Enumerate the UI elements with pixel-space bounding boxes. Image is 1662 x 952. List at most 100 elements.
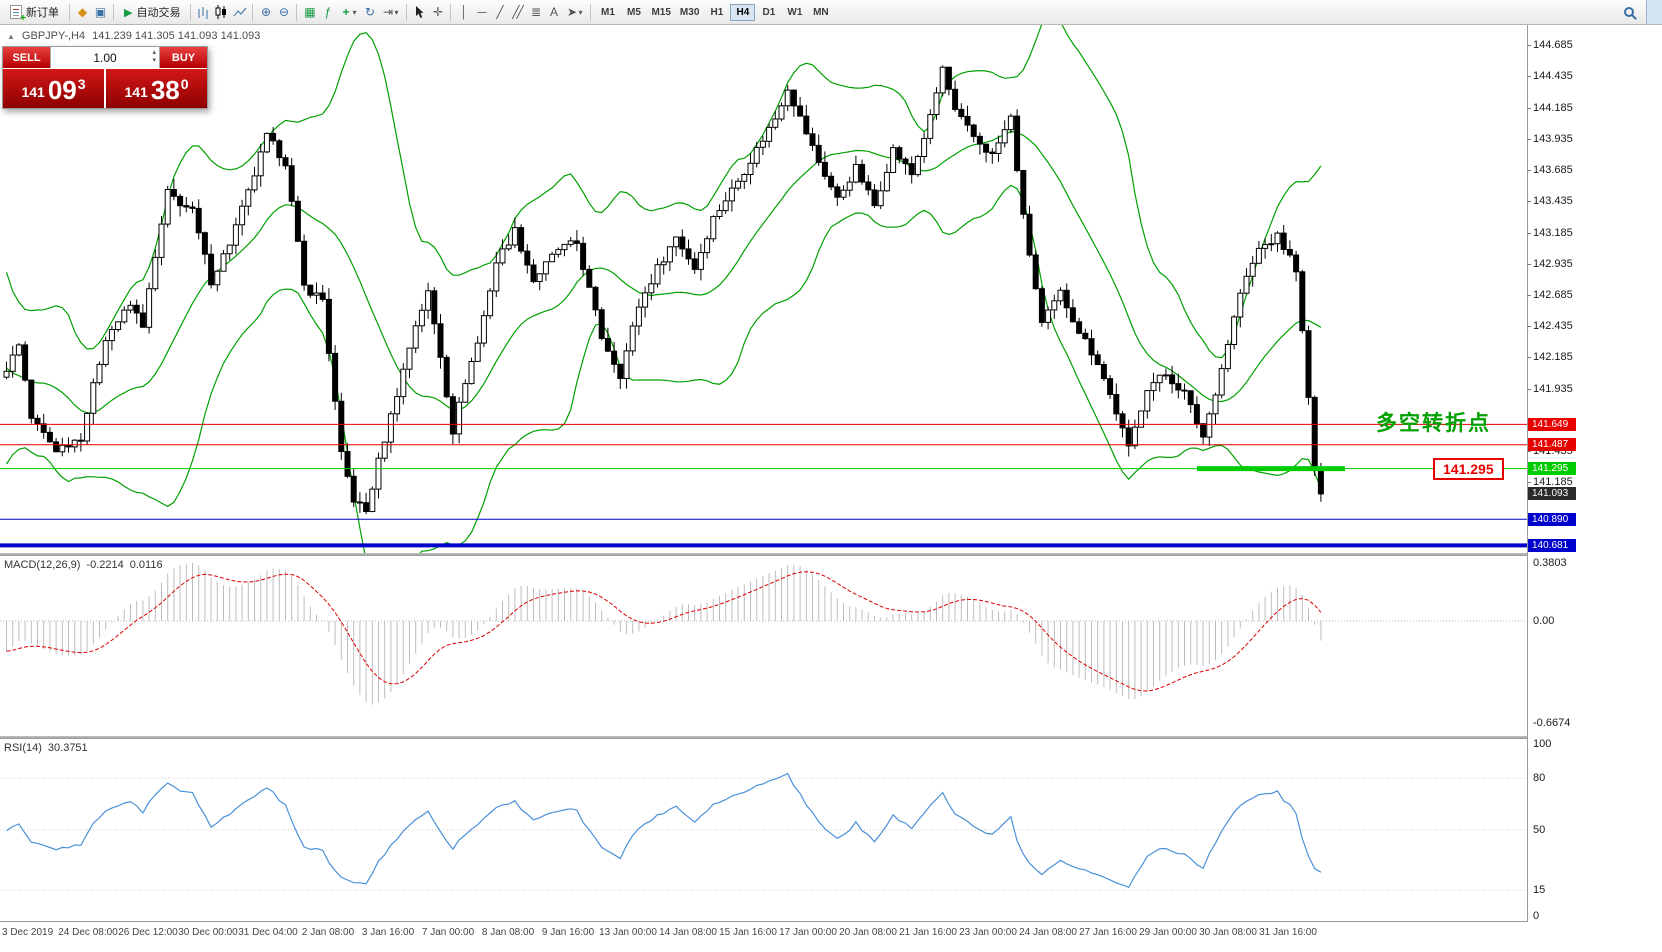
macd-scale--0.6674: -0.6674 (1533, 716, 1571, 729)
macd-scale-0.3803: 0.3803 (1533, 557, 1567, 569)
time-label: 3 Jan 16:00 (361, 927, 415, 938)
bollinger-band-lower (5, 184, 1322, 605)
time-label: 27 Jan 16:00 (1079, 927, 1137, 938)
new-chart-icon[interactable]: + (342, 4, 350, 19)
chart-annotation-text[interactable]: 多空转折点 (1376, 412, 1491, 435)
price-callout-box[interactable]: 141.295 (1433, 458, 1504, 480)
chart-shift-caret-icon[interactable]: ▾ (394, 7, 399, 17)
indicators-icon[interactable]: ƒ (324, 4, 332, 19)
price-tick-mark (1527, 107, 1531, 109)
timeframe-mn[interactable]: MN (813, 6, 829, 18)
candlestick-chart-icon[interactable] (213, 4, 230, 21)
text-tool-icon[interactable]: A (549, 4, 558, 19)
price-tick: 143.935 (1533, 132, 1573, 145)
macd-panel[interactable] (0, 556, 1527, 736)
toolbar-separator (450, 3, 452, 21)
fibonacci-tool-icon[interactable]: ≣ (530, 4, 541, 19)
toolbar-scrollbar[interactable] (1646, 0, 1662, 24)
arrow-tool-icon[interactable]: ➤ (566, 4, 577, 19)
time-axis[interactable]: 3 Dec 2019 24 Dec 08:00 26 Dec 12:00 30 Dec… (0, 922, 1662, 952)
buy-button[interactable]: BUY (160, 47, 207, 68)
new-order-icon (10, 5, 26, 24)
price-scale[interactable]: 144.685 144.435 144.185 143.935 143.685 143.4… (1527, 25, 1662, 952)
search-icon[interactable] (1624, 7, 1634, 17)
price-label-140.681: 140.681 (1528, 538, 1576, 552)
time-label: 8 Jan 08:00 (481, 927, 535, 938)
time-label: 21 Jan 16:00 (899, 927, 957, 938)
rsi-value: 30.3751 (47, 742, 88, 754)
price-tick-mark (1527, 451, 1531, 453)
new-chart-caret-icon[interactable]: ▾ (352, 7, 357, 17)
macd-value-signal: 0.0116 (129, 559, 163, 571)
zoom-out-icon[interactable]: ⊖ (278, 4, 289, 19)
trendline-tool-icon[interactable]: ╱ (496, 4, 504, 19)
price-label-141.093: 141.093 (1528, 487, 1576, 501)
price-tick: 142.185 (1533, 351, 1573, 364)
sell-button[interactable]: SELL (3, 47, 50, 68)
timeframe-m15[interactable]: M15 (651, 6, 671, 18)
price-tick: 141.185 (1533, 476, 1573, 489)
spin-up-icon[interactable]: ▴ (152, 49, 156, 56)
price-tick-mark (1527, 482, 1531, 484)
autotrading-play-icon: ▶ (124, 6, 133, 19)
timeframe-h1[interactable]: H1 (710, 6, 724, 18)
autotrading-button[interactable]: ▶ 自动交易 (118, 2, 186, 23)
volume-value: 1.00 (93, 50, 117, 65)
oct-collapse-icon[interactable]: ▲ (7, 31, 15, 41)
sell-price-button[interactable]: 141 09 3 (3, 69, 104, 108)
rsi-scale-80: 80 (1533, 772, 1546, 785)
time-label: 23 Jan 00:00 (959, 927, 1017, 938)
price-tick-mark (1527, 232, 1531, 234)
new-order-label: 新订单 (26, 7, 59, 19)
channel-tool-icon[interactable]: ╱╱ (512, 4, 523, 19)
time-label: 29 Jan 00:00 (1139, 927, 1197, 938)
zoom-in-icon[interactable]: ⊕ (260, 4, 271, 19)
rsi-scale-50: 50 (1533, 824, 1546, 836)
price-tick-mark (1527, 263, 1531, 265)
timeframe-w1[interactable]: W1 (787, 6, 803, 18)
macd-value-main: -0.2214 (86, 559, 124, 571)
timeframe-d1[interactable]: D1 (762, 6, 776, 18)
symbol-ohlc-label: 141.239 141.305 141.093 141.093 (92, 30, 261, 42)
macd-scale-0.00: 0.00 (1533, 615, 1555, 627)
shapes-caret-icon[interactable]: ▾ (578, 7, 583, 17)
volume-spinner[interactable]: ▴ ▾ (152, 49, 156, 65)
toolbar-separator (190, 3, 192, 21)
tile-windows-icon[interactable]: ▦ (304, 4, 316, 19)
price-tick-mark (1527, 45, 1531, 46)
price-tick-mark (1527, 201, 1531, 203)
price-label-141.487: 141.487 (1528, 438, 1576, 452)
price-tick-mark (1527, 138, 1531, 140)
timeframe-m5[interactable]: M5 (627, 6, 641, 18)
new-order-button[interactable]: 新订单 (4, 2, 65, 24)
volume-input[interactable]: 1.00 ▴ ▾ (50, 47, 160, 68)
timeframe-m1[interactable]: M1 (601, 6, 615, 18)
horizontal-line-tool-icon[interactable]: ─ (477, 4, 487, 19)
rsi-panel[interactable] (0, 739, 1527, 921)
market-watch-icon[interactable]: ▣ (94, 4, 107, 19)
timeframe-h4[interactable]: H4 (730, 3, 756, 21)
time-label: 14 Jan 08:00 (659, 927, 717, 938)
bar-chart-icon[interactable] (195, 4, 212, 21)
buy-price-button[interactable]: 141 38 0 (106, 69, 207, 108)
vertical-line-tool-icon[interactable]: │ (460, 4, 468, 19)
price-tick: 143.435 (1533, 195, 1573, 208)
price-tick: 144.685 (1533, 39, 1573, 51)
metaeditor-icon[interactable]: ◆ (77, 4, 88, 19)
time-label: 26 Dec 12:00 (118, 927, 178, 938)
price-tick: 141.935 (1533, 382, 1573, 395)
macd-histogram (6, 562, 1322, 705)
panel-separator[interactable] (0, 736, 1662, 739)
cursor-icon[interactable] (411, 4, 428, 21)
price-tick: 144.435 (1533, 70, 1573, 83)
price-tick-mark (1527, 76, 1531, 78)
chart-shift-icon[interactable]: ⇥ (382, 4, 393, 19)
time-label: 9 Jan 16:00 (541, 927, 595, 938)
profiles-icon[interactable]: ↻ (364, 4, 375, 19)
panel-separator[interactable] (0, 553, 1662, 556)
crosshair-icon[interactable]: ✛ (432, 4, 443, 19)
main-chart-panel[interactable] (0, 14, 1527, 605)
spin-down-icon[interactable]: ▾ (152, 57, 156, 64)
line-chart-icon[interactable] (231, 4, 248, 21)
timeframe-m30[interactable]: M30 (679, 6, 700, 18)
